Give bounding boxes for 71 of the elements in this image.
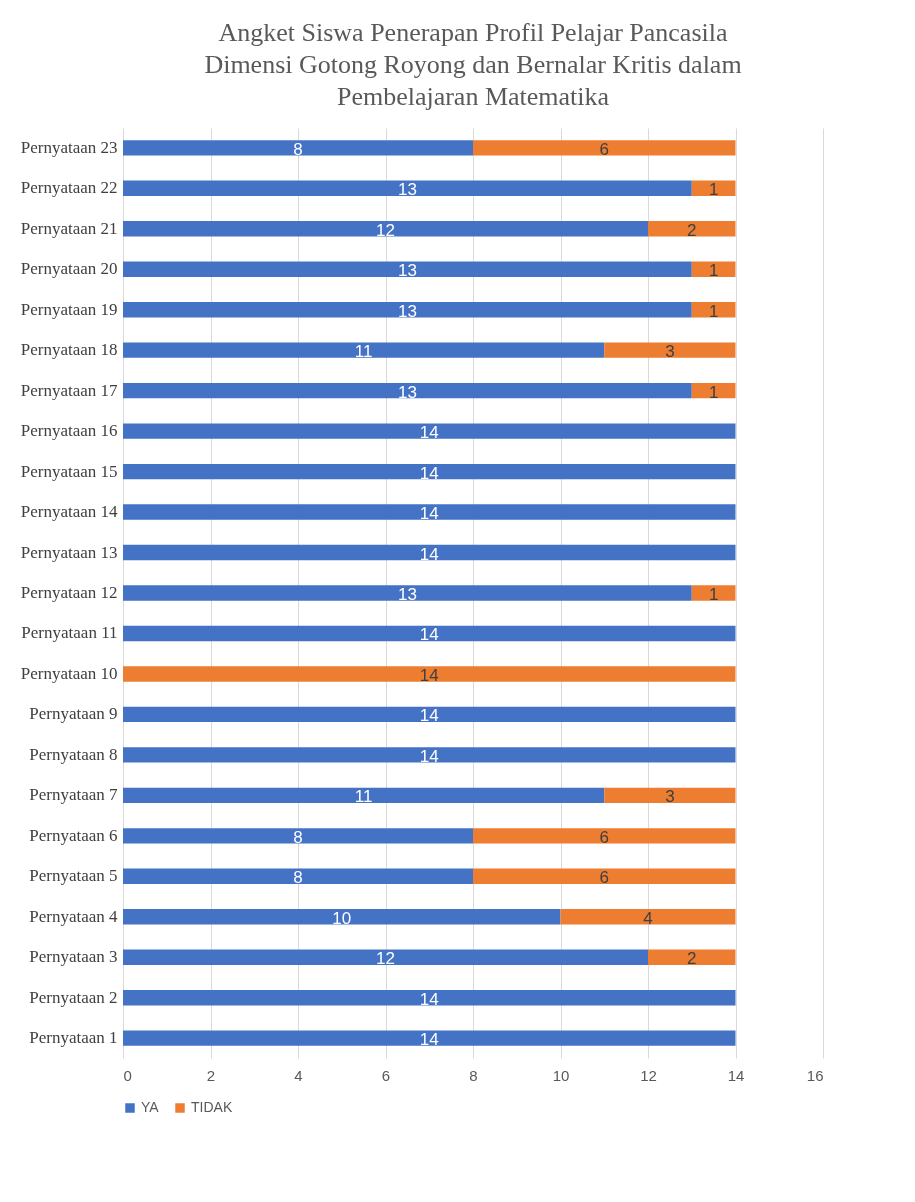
- data-label: 8: [293, 139, 303, 159]
- data-label: 4: [643, 908, 653, 928]
- data-label: 8: [293, 827, 303, 847]
- y-tick-label: Pernyataan 6: [29, 825, 118, 845]
- y-tick-label: Pernyataan 13: [20, 542, 118, 562]
- legend-label: YA: [141, 1099, 160, 1115]
- x-tick-label: 14: [727, 1066, 745, 1084]
- y-tick-label: Pernyataan 10: [20, 663, 118, 683]
- data-label: 3: [665, 342, 675, 362]
- y-tick-label: Pernyataan 5: [29, 866, 118, 886]
- data-label: 14: [419, 706, 439, 726]
- data-label: 3: [665, 787, 675, 807]
- y-tick-label: Pernyataan 2: [29, 987, 118, 1007]
- data-label: 13: [397, 180, 417, 200]
- data-label: 14: [419, 463, 439, 483]
- data-label: 14: [419, 1030, 439, 1050]
- data-label: 14: [419, 665, 439, 685]
- data-label: 11: [354, 787, 373, 807]
- data-label: 14: [419, 423, 439, 443]
- y-tick-label: Pernyataan 12: [20, 583, 118, 602]
- x-tick-label: 2: [206, 1066, 216, 1084]
- chart-title: Angket Siswa Penerapan Profil Pelajar Pancasila Dimensi Gotong Royong dan Bernalar Kritis dalam Pembelajaran Matematika: [204, 18, 742, 111]
- y-tick-label: Pernyataan 8: [29, 744, 118, 764]
- data-label: 14: [419, 625, 439, 645]
- y-tick-label: Pernyataan 9: [29, 704, 118, 724]
- y-tick-label: Pernyataan 22: [20, 178, 118, 198]
- data-label: 14: [419, 544, 439, 564]
- x-tick-label: 8: [469, 1066, 478, 1084]
- data-label: 1: [708, 261, 719, 281]
- x-tick-label: 0: [123, 1066, 132, 1084]
- x-tick-label: 12: [640, 1066, 657, 1084]
- data-label: 1: [708, 180, 719, 200]
- data-label: 2: [687, 220, 697, 240]
- data-label: 14: [419, 746, 439, 766]
- data-label: 8: [293, 868, 303, 888]
- y-tick-label: Pernyataan 15: [20, 461, 118, 481]
- data-label: 1: [708, 301, 719, 321]
- data-label: 13: [397, 382, 417, 402]
- data-label: 13: [397, 585, 417, 604]
- y-tick-label: Pernyataan 23: [20, 137, 118, 157]
- data-label: 6: [599, 139, 609, 159]
- y-tick-label: Pernyataan 18: [20, 340, 118, 360]
- x-tick-label: 16: [806, 1066, 824, 1084]
- y-tick-label: Pernyataan 3: [29, 947, 118, 967]
- y-tick-label: Pernyataan 1: [29, 1028, 118, 1048]
- y-tick-label: Pernyataan 21: [20, 218, 118, 238]
- y-tick-label: Pernyataan 17: [20, 380, 118, 400]
- data-label: 1: [708, 382, 719, 402]
- data-label: 11: [354, 342, 373, 362]
- y-tick-label: Pernyataan 7: [29, 785, 118, 805]
- data-label: 14: [419, 989, 439, 1009]
- data-label: 12: [376, 949, 395, 969]
- y-tick-label: Pernyataan 4: [29, 906, 118, 926]
- data-label: 6: [599, 868, 609, 888]
- x-tick-label: 6: [381, 1066, 391, 1084]
- legend-label: TIDAK: [191, 1099, 233, 1115]
- data-label: 1: [708, 585, 719, 604]
- y-tick-label: Pernyataan 19: [20, 299, 118, 319]
- y-tick-label: Pernyataan 16: [20, 421, 118, 441]
- data-label: 6: [599, 827, 609, 847]
- data-label: 13: [397, 261, 417, 281]
- y-tick-label: Pernyataan 14: [20, 502, 118, 522]
- data-label: 13: [397, 301, 417, 321]
- data-label: 12: [376, 220, 395, 240]
- data-label: 2: [687, 949, 697, 969]
- x-tick-label: 10: [552, 1066, 570, 1084]
- y-tick-label: Pernyataan 20: [20, 259, 118, 279]
- x-tick-label: 4: [294, 1066, 303, 1084]
- data-label: 10: [332, 908, 352, 928]
- y-tick-label: Pernyataan 11: [21, 623, 118, 643]
- data-label: 14: [419, 504, 439, 524]
